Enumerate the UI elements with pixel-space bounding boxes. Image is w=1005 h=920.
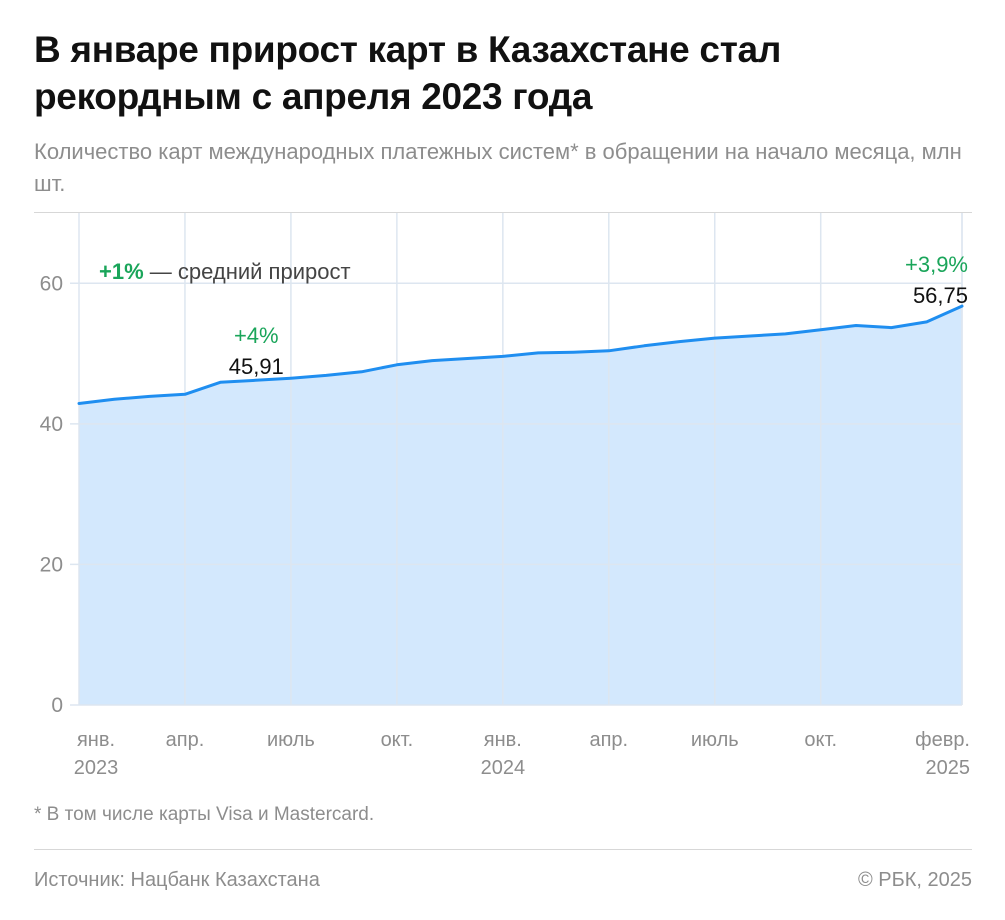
x-tick-month: апр. [589, 729, 628, 751]
x-tick-month: янв. [484, 729, 522, 751]
average-growth-label: — средний прирост [144, 259, 351, 284]
x-tick-year: 2024 [481, 757, 526, 779]
x-tick-month: янв. [77, 729, 115, 751]
y-tick-label: 40 [40, 413, 63, 436]
footnote: * В том числе карты Visa и Mastercard. [34, 804, 375, 825]
source-note: Источник: Нацбанк Казахстана [34, 869, 320, 891]
annotation-growth: +4% [234, 323, 279, 348]
top-divider [34, 212, 972, 213]
y-tick-label: 0 [51, 694, 63, 717]
x-tick-month: окт. [804, 729, 837, 751]
y-tick-label: 60 [40, 272, 63, 295]
area-fill [79, 306, 962, 705]
x-tick-month: окт. [381, 729, 414, 751]
x-tick-month: июль [267, 729, 315, 751]
bottom-divider [34, 849, 972, 850]
annotation-value: 56,75 [913, 283, 968, 308]
annotation-growth: +3,9% [905, 252, 968, 277]
chart-subtitle: Количество карт международных платежных … [34, 139, 962, 196]
x-tick-month: апр. [166, 729, 205, 751]
copyright: © РБК, 2025 [857, 869, 972, 891]
x-tick-month: февр. [915, 729, 970, 751]
series-line [77, 304, 964, 405]
average-growth-note: +1% — средний прирост [99, 259, 351, 284]
annotation-value: 45,91 [229, 354, 284, 379]
area-chart: 0 20 40 60 янв. 2023 апр. июль окт. янв. 2024 апр. и… [40, 213, 971, 779]
x-tick-year: 2025 [926, 757, 971, 779]
x-tick-year: 2023 [74, 757, 119, 779]
y-tick-label: 20 [40, 553, 63, 576]
chart-title: В январе прирост карт в Казахстане стал … [34, 29, 782, 117]
average-growth-value: +1% [99, 259, 144, 284]
x-tick-month: июль [691, 729, 739, 751]
